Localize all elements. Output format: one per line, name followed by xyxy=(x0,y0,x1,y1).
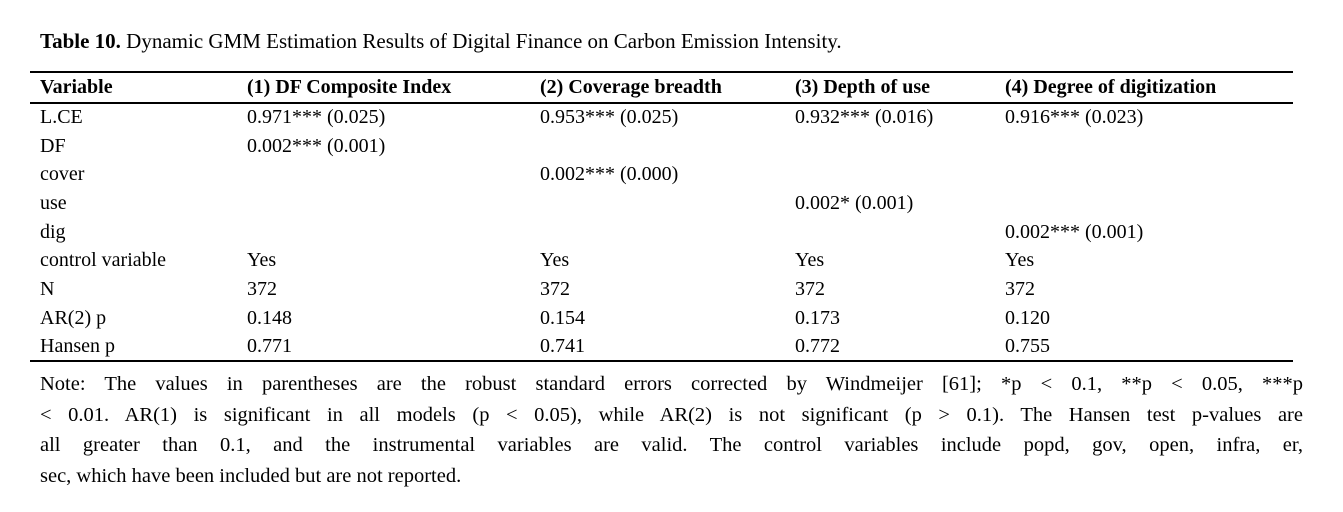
row-label: L.CE xyxy=(40,106,83,129)
cell-value: 0.173 xyxy=(795,306,840,329)
cell-value: 0.772 xyxy=(785,332,995,363)
note-line: all greater than 0.1, and the instrument… xyxy=(40,434,1303,457)
cell-value: 0.154 xyxy=(540,306,585,329)
table-caption-text: Dynamic GMM Estimation Results of Digita… xyxy=(126,29,842,53)
table-row: N 372 372 372 372 xyxy=(30,275,1293,304)
cell-value: Yes xyxy=(795,249,825,272)
table-row: cover 0.002*** (0.000) xyxy=(30,160,1293,189)
table-caption: Table 10. Dynamic GMM Estimation Results… xyxy=(40,26,1293,56)
cell-value: 0.002*** (0.001) xyxy=(1005,220,1144,243)
row-label: DF xyxy=(40,134,66,157)
cell-value xyxy=(237,218,530,247)
row-label: use xyxy=(40,191,67,214)
cell-value xyxy=(995,160,1293,189)
column-header: (1) DF Composite Index xyxy=(237,71,530,104)
cell-value xyxy=(237,189,530,218)
cell-value xyxy=(995,132,1293,161)
cell-value: 0.771 xyxy=(237,332,530,363)
column-header: Variable xyxy=(30,71,237,104)
row-label: N xyxy=(40,277,55,300)
cell-value: 372 xyxy=(795,277,825,300)
cell-value: Yes xyxy=(1005,249,1035,272)
cell-value: 0.002*** (0.000) xyxy=(540,163,679,186)
note-line: Note: The values in parentheses are the … xyxy=(40,373,1303,396)
cell-value: 0.148 xyxy=(247,306,292,329)
table-caption-label: Table 10. xyxy=(40,29,121,53)
note-line: < 0.01. AR(1) is significant in all mode… xyxy=(40,403,1303,426)
cell-value: Yes xyxy=(540,249,570,272)
row-label: dig xyxy=(40,220,66,243)
table-row: control variable Yes Yes Yes Yes xyxy=(30,246,1293,275)
table-note: Note: The values in parentheses are the … xyxy=(40,369,1303,491)
cell-value: 0.916*** (0.023) xyxy=(1005,106,1144,129)
results-table: Variable (1) DF Composite Index (2) Covera… xyxy=(30,71,1293,363)
cell-value: 0.741 xyxy=(530,332,785,363)
column-header: (4) Degree of digitization xyxy=(995,71,1293,104)
row-label: Hansen p xyxy=(30,332,237,363)
cell-value: Yes xyxy=(247,249,277,272)
cell-value: 0.755 xyxy=(995,332,1293,363)
note-line: sec, which have been included but are no… xyxy=(40,464,462,487)
cell-value: 0.971*** (0.025) xyxy=(247,106,386,129)
cell-value: 372 xyxy=(540,277,570,300)
cell-value xyxy=(530,218,785,247)
cell-value xyxy=(530,189,785,218)
header-row: Variable (1) DF Composite Index (2) Covera… xyxy=(30,71,1293,104)
table-body: L.CE 0.971*** (0.025) 0.953*** (0.025) 0.93… xyxy=(30,103,1293,363)
cell-value xyxy=(237,160,530,189)
table-row: DF 0.002*** (0.001) xyxy=(30,132,1293,161)
row-label: AR(2) p xyxy=(40,306,107,329)
table-row: L.CE 0.971*** (0.025) 0.953*** (0.025) 0.93… xyxy=(30,103,1293,132)
cell-value xyxy=(530,132,785,161)
cell-value: 372 xyxy=(247,277,277,300)
table-row: Hansen p 0.771 0.741 0.772 0.755 xyxy=(30,332,1293,363)
column-header: (3) Depth of use xyxy=(785,71,995,104)
row-label: cover xyxy=(40,163,85,186)
cell-value: 0.120 xyxy=(1005,306,1050,329)
cell-value: 0.002*** (0.001) xyxy=(247,134,386,157)
cell-value: 372 xyxy=(1005,277,1035,300)
row-label: control variable xyxy=(40,249,167,272)
cell-value: 0.953*** (0.025) xyxy=(540,106,679,129)
column-header: (2) Coverage breadth xyxy=(530,71,785,104)
cell-value: 0.002* (0.001) xyxy=(795,191,914,214)
cell-value: 0.932*** (0.016) xyxy=(795,106,934,129)
table-row: use 0.002* (0.001) xyxy=(30,189,1293,218)
cell-value xyxy=(995,189,1293,218)
table-row: dig 0.002*** (0.001) xyxy=(30,218,1293,247)
cell-value xyxy=(785,218,995,247)
cell-value xyxy=(785,132,995,161)
table-row: AR(2) p 0.148 0.154 0.173 0.120 xyxy=(30,304,1293,333)
cell-value xyxy=(785,160,995,189)
